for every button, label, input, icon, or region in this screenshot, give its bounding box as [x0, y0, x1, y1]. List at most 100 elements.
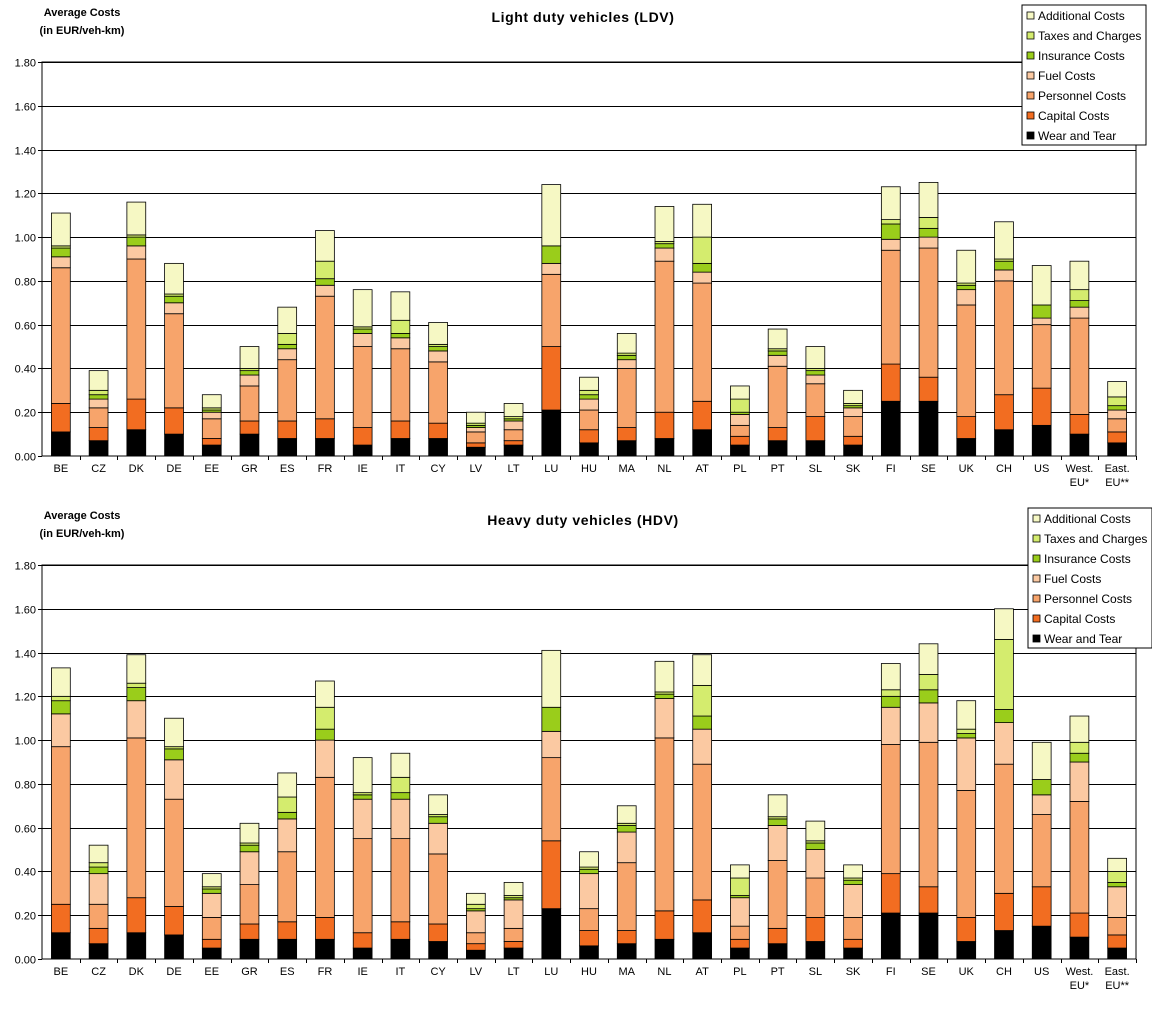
ldv-bar-capital-costs [465, 442, 486, 448]
ldv-bar-personnel-costs [654, 260, 675, 413]
hdv-bar-additional-costs [503, 881, 524, 896]
ldv-bar-additional-costs [654, 206, 675, 242]
hdv-legend-label: Additional Costs [1044, 512, 1131, 526]
ldv-legend-swatch [1026, 11, 1035, 20]
ldv-x-tick-label: CY [430, 463, 446, 475]
hdv-bar-capital-costs [918, 886, 939, 914]
hdv-bar-capital-costs [88, 927, 109, 945]
ldv-bar-taxes-and-charges [315, 260, 335, 280]
hdv-bar-capital-costs [843, 938, 863, 949]
hdv-bar-wear-and-tear [352, 947, 373, 960]
ldv-bar-fuel-costs [88, 398, 109, 409]
hdv-bar-wear-and-tear [541, 908, 562, 960]
hdv-x-tick-label: LV [470, 966, 483, 978]
ldv-x-tick-label: HU [581, 463, 597, 475]
hdv-bar-personnel-costs [352, 838, 373, 934]
ldv-bar-wear-and-tear [541, 409, 562, 457]
ldv-bar-additional-costs [1107, 381, 1127, 398]
ldv-x-tick-label: SE [921, 463, 936, 475]
hdv-bar-personnel-costs [164, 798, 184, 907]
ldv-bar-personnel-costs [201, 418, 222, 439]
ldv-bar-capital-costs [767, 427, 788, 442]
ldv-legend-label: Wear and Tear [1038, 129, 1116, 143]
hdv-bar-additional-costs [315, 680, 335, 708]
ldv-bar-wear-and-tear [465, 446, 486, 457]
hdv-bar-fuel-costs [201, 892, 222, 918]
ldv-bar-taxes-and-charges [390, 319, 411, 334]
ldv-bar-personnel-costs [503, 429, 524, 442]
hdv-bar-personnel-costs [805, 877, 826, 918]
hdv-x-tick-label: PT [771, 966, 785, 978]
hdv-x-tick-label: DE [166, 966, 181, 978]
hdv-bar-fuel-costs [579, 873, 599, 910]
hdv-bar-additional-costs [1107, 857, 1127, 872]
hdv-bar-wear-and-tear [994, 930, 1014, 960]
hdv-bar-insurance-costs [1107, 881, 1127, 888]
ldv-bar-wear-and-tear [956, 438, 977, 457]
hdv-legend-swatch [1032, 574, 1041, 583]
ldv-legend-label: Personnel Costs [1038, 89, 1126, 103]
hdv-bar-fuel-costs [767, 825, 788, 861]
ldv-bar-additional-costs [164, 262, 184, 295]
hdv-bar-capital-costs [277, 921, 298, 940]
ldv-bar-additional-costs [1031, 265, 1052, 306]
ldv-bar-insurance-costs [956, 284, 977, 291]
ldv-x-tick-label: East. [1105, 463, 1130, 475]
ldv-bar-insurance-costs [164, 295, 184, 304]
hdv-x-tick-label: SL [809, 966, 822, 978]
ldv-bar-insurance-costs [315, 278, 335, 286]
ldv-x-tick-label: FI [886, 463, 896, 475]
hdv-bar-capital-costs [201, 938, 222, 949]
ldv-y-tick-label: 0.60 [15, 321, 36, 333]
hdv-x-tick-label: BE [54, 966, 69, 978]
ldv-bar-fuel-costs [918, 236, 939, 249]
ldv-bar-capital-costs [994, 394, 1014, 431]
hdv-bar-fuel-costs [1031, 794, 1052, 815]
hdv-bar-personnel-costs [730, 925, 750, 940]
ldv-legend [1021, 4, 1147, 146]
hdv-bar-capital-costs [126, 897, 147, 934]
ldv-bar-additional-costs [428, 322, 448, 345]
ldv-title: Light duty vehicles (LDV) [491, 9, 674, 25]
ldv-bar-capital-costs [541, 346, 562, 411]
hdv-bar-insurance-costs [994, 709, 1014, 723]
ldv-bar-additional-costs [390, 291, 411, 321]
ldv-x-tick-label: LV [470, 463, 483, 475]
hdv-bar-insurance-costs [239, 844, 260, 853]
ldv-bar-wear-and-tear [352, 444, 373, 457]
hdv-bar-capital-costs [579, 930, 599, 947]
hdv-x-tick-label: MA [618, 966, 635, 978]
hdv-bar-personnel-costs [767, 860, 788, 929]
ldv-bar-additional-costs [956, 249, 977, 284]
ldv-bar-insurance-costs [239, 370, 260, 376]
ldv-bar-fuel-costs [126, 245, 147, 260]
ldv-x-tick-label: LT [508, 463, 520, 475]
hdv-bar-insurance-costs [201, 888, 222, 894]
ldv-bar-additional-costs [994, 221, 1014, 260]
hdv-bar-additional-costs [843, 864, 863, 879]
hdv-bar-fuel-costs [126, 700, 147, 739]
hdv-bar-wear-and-tear [918, 912, 939, 960]
ldv-legend-label: Fuel Costs [1038, 69, 1095, 83]
ldv-bar-insurance-costs [880, 223, 901, 240]
ldv-y-tick-label: 1.80 [15, 58, 36, 70]
ldv-bar-capital-costs [1107, 431, 1127, 444]
ldv-bar-personnel-costs [1107, 418, 1127, 433]
hdv-bar-insurance-costs [880, 695, 901, 708]
ldv-bar-fuel-costs [880, 238, 901, 251]
hdv-bar-insurance-costs [616, 825, 637, 833]
ldv-bar-insurance-costs [352, 328, 373, 334]
ldv-bar-wear-and-tear [1107, 442, 1127, 457]
ldv-bar-insurance-costs [918, 227, 939, 238]
hdv-legend-swatch [1032, 614, 1041, 623]
ldv-x-tick-label: IT [395, 463, 405, 475]
ldv-bar-capital-costs [843, 435, 863, 446]
ldv-bar-personnel-costs [918, 247, 939, 378]
hdv-bar-fuel-costs [88, 873, 109, 905]
ldv-bar-insurance-costs [994, 260, 1014, 271]
hdv-bar-additional-costs [805, 820, 826, 842]
ldv-bar-capital-costs [579, 429, 599, 444]
ldv-bar-capital-costs [956, 416, 977, 439]
ldv-y-tick-label: 0.00 [15, 452, 36, 464]
ldv-bar-taxes-and-charges [880, 219, 901, 225]
